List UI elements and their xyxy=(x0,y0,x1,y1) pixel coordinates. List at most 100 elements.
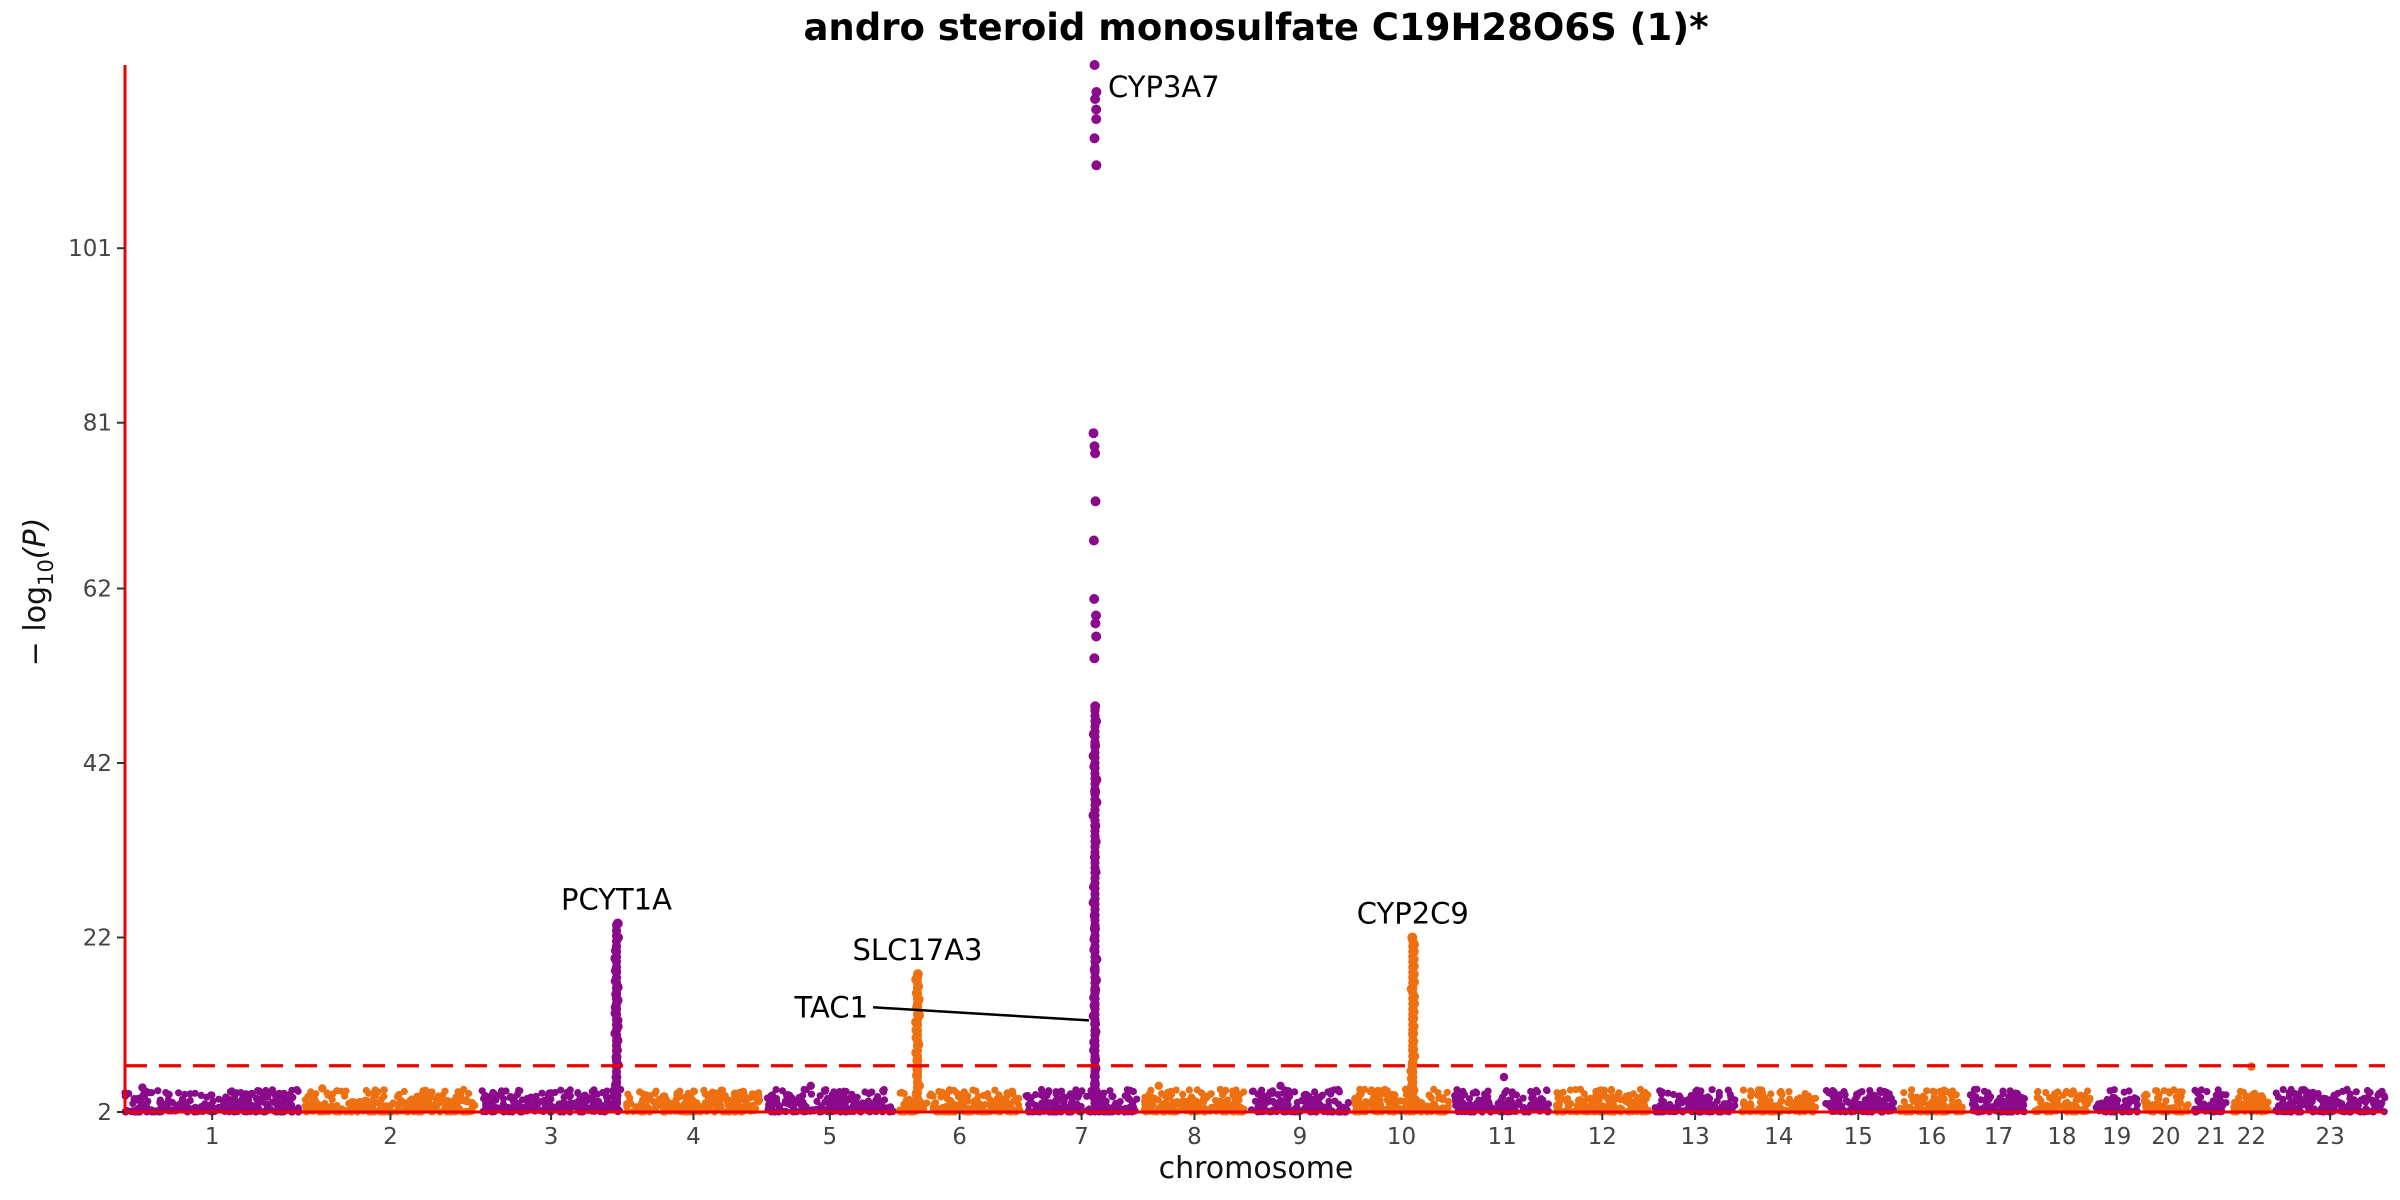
snp-point xyxy=(551,1088,559,1097)
snp-point xyxy=(462,1097,470,1105)
snp-point xyxy=(968,1104,977,1112)
snp-point xyxy=(215,1095,223,1103)
snp-point xyxy=(1999,1097,2007,1105)
snp-point xyxy=(588,1088,596,1096)
snp-point xyxy=(557,1086,565,1094)
snp-point xyxy=(1443,1088,1451,1096)
snp-point xyxy=(361,1102,369,1110)
snp-point xyxy=(532,1092,540,1100)
snp-point xyxy=(1425,1091,1433,1099)
snp-point xyxy=(157,1101,165,1109)
snp-point xyxy=(2309,1088,2317,1096)
snp-point xyxy=(2133,1095,2141,1103)
snp-point xyxy=(2289,1098,2297,1106)
snp-point xyxy=(347,1102,355,1110)
snp-point xyxy=(328,1096,336,1104)
snp-point xyxy=(1933,1096,1941,1104)
snp-point xyxy=(755,1089,763,1097)
snp-point xyxy=(1867,1090,1875,1098)
snp-point xyxy=(739,1087,748,1095)
snp-point-chr5 xyxy=(806,1081,815,1091)
chromosome-band-19 xyxy=(2092,1086,2141,1116)
snp-point xyxy=(1257,1093,1265,1101)
snp-point xyxy=(950,1086,958,1095)
snp-point xyxy=(767,1092,775,1100)
snp-point xyxy=(1850,1097,1859,1105)
snp-point xyxy=(1179,1090,1187,1098)
snp-point xyxy=(1704,1093,1712,1101)
snp-point xyxy=(138,1092,146,1100)
snp-point xyxy=(252,1094,260,1102)
snp-point xyxy=(1731,1101,1739,1110)
annotation-leader-line xyxy=(872,1006,1090,1022)
snp-point xyxy=(1485,1101,1493,1109)
snp-point xyxy=(2216,1092,2224,1100)
snp-point xyxy=(713,1104,721,1112)
snp-point xyxy=(1503,1087,1511,1095)
snp-point xyxy=(1384,1089,1392,1097)
peak-point xyxy=(1090,496,1101,507)
x-tick-label: 6 xyxy=(952,1124,967,1150)
snp-point xyxy=(1528,1104,1536,1112)
snp-point xyxy=(191,1089,199,1097)
x-tick-label: 13 xyxy=(1680,1124,1709,1150)
snp-point xyxy=(301,1096,309,1104)
snp-point xyxy=(673,1089,681,1097)
snp-point xyxy=(222,1093,230,1101)
snp-point xyxy=(880,1088,888,1096)
snp-point xyxy=(2243,1092,2252,1100)
peak-chr10 xyxy=(1406,932,1420,1108)
snp-point xyxy=(509,1097,517,1105)
snp-point-chr2 xyxy=(318,1084,327,1093)
snp-point xyxy=(569,1103,577,1111)
snp-point xyxy=(870,1100,878,1108)
snp-point xyxy=(1826,1099,1834,1107)
snp-point xyxy=(2346,1090,2354,1098)
snp-point xyxy=(1907,1092,1915,1100)
snp-point xyxy=(1837,1090,1845,1098)
snp-point xyxy=(1444,1097,1452,1105)
peak-point xyxy=(1089,60,1100,70)
snp-point xyxy=(1508,1089,1516,1097)
snp-point xyxy=(1301,1091,1309,1099)
snp-point xyxy=(1726,1091,1734,1099)
snp-point xyxy=(515,1086,523,1094)
snp-point xyxy=(994,1102,1003,1111)
snp-point xyxy=(1277,1096,1285,1105)
snp-point xyxy=(355,1102,363,1110)
snp-point xyxy=(2290,1103,2298,1111)
data-points xyxy=(121,60,2389,1116)
snp-point xyxy=(1335,1086,1343,1094)
snp-point xyxy=(876,1102,884,1110)
snp-point xyxy=(1315,1095,1323,1103)
chromosome-band-12 xyxy=(1552,1085,1653,1116)
snp-point xyxy=(717,1089,725,1097)
snp-point xyxy=(1179,1097,1187,1105)
snp-point xyxy=(981,1101,989,1109)
snp-point xyxy=(270,1090,278,1098)
snp-point xyxy=(168,1098,177,1107)
snp-point xyxy=(1542,1086,1551,1094)
snp-point xyxy=(221,1099,229,1107)
snp-point xyxy=(531,1098,539,1106)
snp-point xyxy=(2357,1096,2365,1104)
y-tick-label: 101 xyxy=(68,236,112,262)
snp-point xyxy=(165,1090,173,1098)
snp-point xyxy=(285,1101,293,1109)
snp-point xyxy=(1008,1087,1016,1095)
snp-point xyxy=(1872,1098,1880,1106)
snp-point xyxy=(365,1089,373,1097)
x-tick-label: 15 xyxy=(1844,1124,1873,1150)
snp-point xyxy=(1344,1098,1352,1107)
snp-point xyxy=(861,1088,869,1096)
snp-point xyxy=(1301,1104,1309,1112)
snp-point xyxy=(2067,1101,2075,1110)
snp-point xyxy=(1249,1087,1257,1095)
snp-point xyxy=(1022,1092,1030,1100)
snp-point xyxy=(427,1093,435,1101)
snp-point xyxy=(1993,1099,2001,1107)
snp-point xyxy=(368,1099,377,1108)
snp-point xyxy=(1180,1104,1189,1112)
annotation-slc17a3: SLC17A3 xyxy=(853,933,983,967)
snp-point xyxy=(938,1088,947,1096)
